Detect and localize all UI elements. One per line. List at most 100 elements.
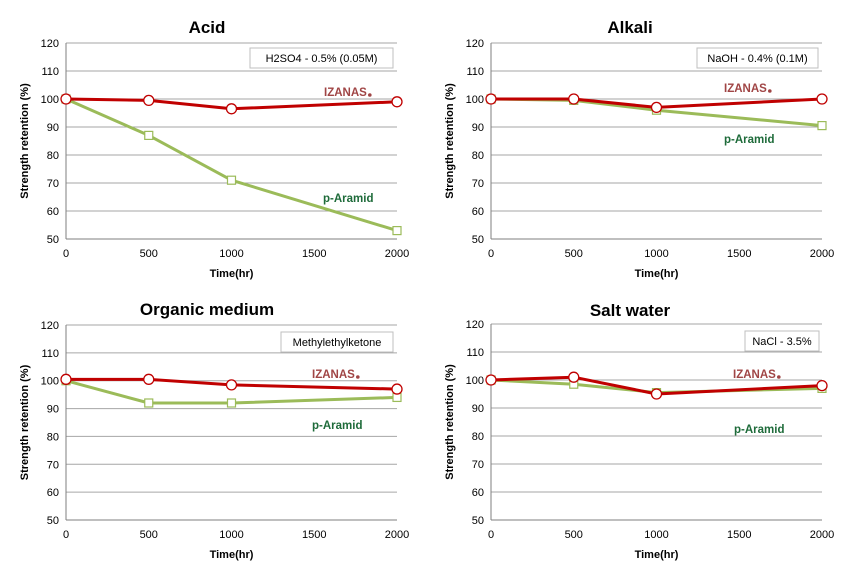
y-tick-label: 120	[466, 38, 484, 50]
x-tick-label: 0	[488, 248, 494, 260]
y-tick-label: 80	[47, 150, 59, 162]
data-point-p-aramid	[226, 398, 237, 408]
condition-box	[249, 47, 394, 69]
y-tick-label: 80	[472, 431, 484, 443]
x-tick-label: 2000	[385, 529, 409, 541]
y-tick-label: 120	[41, 38, 59, 50]
chart-panel-3: Organic medium 50 60 70 80 90 100 110 120 0 500 100…	[19, 300, 409, 561]
condition-label: NaOH - 0.4% (0.1M)	[707, 53, 807, 65]
data-point-p-aramid	[392, 226, 402, 236]
x-tick-label: 500	[565, 248, 583, 260]
x-axis-label: Time(hr)	[635, 268, 679, 280]
y-tick-label: 60	[472, 487, 484, 499]
y-tick-label: 60	[472, 206, 484, 218]
chart-title: Alkali	[607, 18, 652, 37]
data-point-p-aramid	[144, 398, 154, 408]
y-tick-label: 90	[47, 404, 59, 416]
data-point-izanas	[816, 379, 828, 392]
chart-title: Organic medium	[140, 300, 274, 319]
y-axis-label: Strength retention (%)	[444, 364, 456, 480]
condition-box	[280, 331, 394, 353]
data-point-izanas	[143, 94, 155, 107]
condition-label: Methylethylketone	[293, 337, 382, 349]
y-tick-label: 110	[41, 348, 59, 360]
y-tick-label: 50	[47, 515, 59, 527]
y-tick-label: 80	[47, 431, 59, 443]
y-tick-label: 80	[472, 150, 484, 162]
series-line-p-aramid	[65, 379, 398, 405]
series-line-izanas	[491, 97, 823, 109]
series-label-p-aramid: p-Aramid	[724, 134, 774, 146]
data-point-p-aramid	[817, 120, 827, 131]
data-point-izanas	[60, 93, 72, 105]
x-tick-label: 1500	[302, 248, 326, 260]
data-point-izanas	[650, 101, 663, 114]
x-tick-label: 500	[140, 248, 158, 260]
registered-mark-icon	[356, 375, 360, 379]
y-tick-label: 60	[47, 487, 59, 499]
y-tick-label: 50	[47, 234, 59, 246]
x-tick-label: 1500	[727, 529, 751, 541]
registered-mark-icon	[768, 89, 772, 93]
series-label-izanas: IZANAS	[324, 87, 367, 99]
series-line-izanas	[65, 97, 398, 111]
data-point-izanas	[225, 103, 238, 115]
y-tick-label: 110	[466, 347, 484, 359]
y-axis-label: Strength retention (%)	[19, 364, 31, 480]
condition-label: NaCl - 3.5%	[752, 336, 812, 348]
registered-mark-icon	[368, 93, 372, 97]
x-tick-label: 0	[63, 529, 69, 541]
data-point-izanas	[391, 383, 403, 395]
x-tick-label: 1500	[302, 529, 326, 541]
x-axis-label: Time(hr)	[210, 268, 254, 280]
series-label-izanas: IZANAS	[724, 83, 767, 95]
series-line-p-aramid	[65, 97, 398, 233]
y-tick-label: 50	[472, 234, 484, 246]
series-label-p-aramid: p-Aramid	[323, 193, 373, 205]
x-tick-label: 1000	[219, 248, 243, 260]
condition-box	[744, 330, 820, 352]
x-tick-label: 1500	[727, 248, 751, 260]
y-tick-label: 70	[47, 459, 59, 471]
chart-title: Salt water	[590, 301, 671, 320]
data-point-izanas	[225, 379, 238, 391]
series-line-izanas	[490, 375, 823, 396]
y-tick-label: 120	[466, 319, 484, 331]
y-tick-label: 100	[466, 94, 484, 106]
x-axis-label: Time(hr)	[210, 549, 254, 561]
y-tick-label: 120	[41, 320, 59, 332]
x-tick-label: 0	[63, 248, 69, 260]
data-point-izanas	[568, 93, 580, 105]
y-axis-label: Strength retention (%)	[19, 83, 31, 199]
x-tick-label: 0	[488, 529, 494, 541]
y-tick-label: 110	[41, 66, 59, 78]
series-label-p-aramid: p-Aramid	[312, 420, 362, 432]
data-point-izanas	[485, 374, 497, 386]
x-tick-label: 2000	[810, 248, 834, 260]
data-point-izanas	[143, 373, 155, 385]
data-point-izanas	[816, 93, 828, 105]
x-tick-label: 1000	[219, 529, 243, 541]
data-point-p-aramid	[144, 130, 154, 140]
y-tick-label: 90	[47, 122, 59, 134]
chart-panel-2: Alkali 50 60 70 80 90 100 110 120 0 500 1000 1500 200…	[444, 18, 834, 280]
data-point-izanas	[650, 388, 663, 400]
data-point-p-aramid	[226, 175, 237, 185]
data-point-izanas	[60, 373, 72, 385]
y-tick-label: 70	[47, 178, 59, 190]
y-tick-label: 70	[472, 178, 484, 190]
series-label-izanas: IZANAS	[312, 369, 355, 381]
y-tick-label: 100	[41, 94, 59, 106]
series-label-p-aramid: p-Aramid	[734, 424, 784, 436]
y-tick-label: 100	[466, 375, 484, 387]
x-tick-label: 1000	[644, 529, 668, 541]
y-tick-label: 60	[47, 206, 59, 218]
y-tick-label: 90	[472, 403, 484, 415]
y-tick-label: 70	[472, 459, 484, 471]
data-point-izanas	[391, 96, 403, 108]
condition-label: H2SO4 - 0.5% (0.05M)	[266, 53, 378, 65]
data-point-izanas	[568, 371, 580, 383]
x-tick-label: 1000	[644, 248, 668, 260]
y-tick-label: 90	[472, 122, 484, 134]
